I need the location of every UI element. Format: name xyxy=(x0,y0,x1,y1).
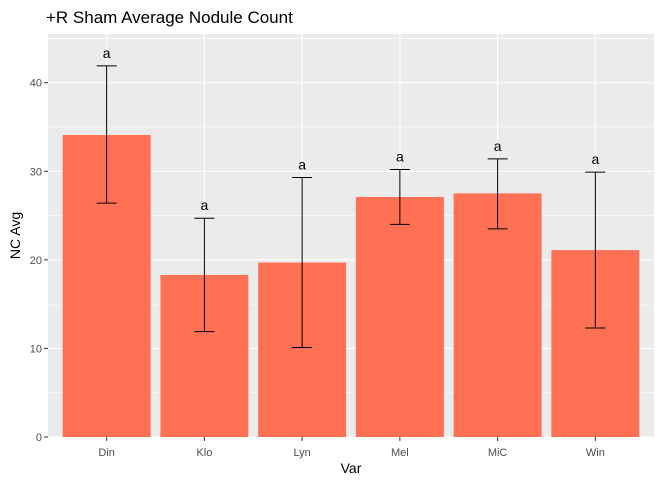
error-bar-win xyxy=(585,171,606,329)
y-axis-title: NC Avg xyxy=(7,212,23,259)
significance-label-mel: a xyxy=(396,149,404,165)
x-axis-title: Var xyxy=(341,460,362,476)
bar-mel xyxy=(355,196,444,437)
error-bar-din xyxy=(96,65,117,204)
x-tick-label-win: Win xyxy=(586,447,605,459)
x-tick-label-mic: MiC xyxy=(488,447,508,459)
x-tick-label-lyn: Lyn xyxy=(293,447,310,459)
x-tick-label-din: Din xyxy=(98,447,115,459)
significance-label-klo: a xyxy=(200,197,208,213)
error-bar-lyn xyxy=(292,176,313,349)
x-tick-label-klo: Klo xyxy=(196,447,212,459)
significance-label-win: a xyxy=(591,151,599,167)
x-tick-label-mel: Mel xyxy=(391,447,409,459)
y-axis: 0 10 20 30 40 xyxy=(30,78,48,444)
y-tick-label: 30 xyxy=(30,166,42,178)
error-bars xyxy=(96,65,606,349)
error-bar-mel xyxy=(389,169,410,225)
x-axis: Din Klo Lyn Mel MiC Win xyxy=(98,437,605,459)
chart-title: +R Sham Average Nodule Count xyxy=(46,8,293,27)
error-bar-klo xyxy=(194,217,215,333)
significance-labels: a a a a a a xyxy=(103,45,600,213)
significance-label-lyn: a xyxy=(298,156,306,172)
error-bar-mic xyxy=(487,158,508,230)
y-tick-label: 10 xyxy=(30,343,42,355)
significance-label-din: a xyxy=(103,45,111,61)
y-tick-label: 40 xyxy=(30,78,42,90)
bar-mic xyxy=(453,193,542,437)
y-tick-label: 0 xyxy=(36,432,42,444)
y-tick-label: 20 xyxy=(30,255,42,267)
significance-label-mic: a xyxy=(494,138,502,154)
